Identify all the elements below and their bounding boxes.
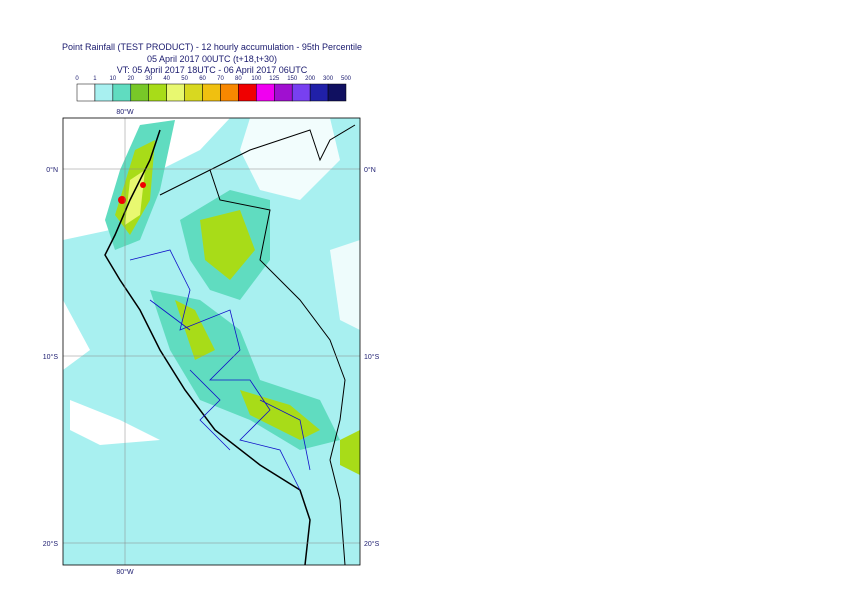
colorbar-label: 50 <box>181 76 188 82</box>
color-box <box>184 83 203 102</box>
coastline <box>104 129 311 565</box>
colorbar-label: 100 <box>251 76 262 82</box>
lat-label: 20°S <box>364 540 380 548</box>
valid-time: VT: 05 April 2017 18UTC - 06 April 2017 … <box>117 65 308 75</box>
colorbar-label: 30 <box>145 76 152 82</box>
rain-area <box>175 210 320 440</box>
color-box <box>148 83 167 102</box>
color-box <box>327 83 347 102</box>
color-box <box>220 83 239 102</box>
colorbar-label: 20 <box>127 76 134 82</box>
colorbar-label: 0 <box>75 76 79 82</box>
rain-area <box>340 430 360 475</box>
colorbar-label: 40 <box>163 76 170 82</box>
color-box <box>76 83 96 102</box>
border <box>209 124 356 565</box>
dry-area <box>63 300 160 445</box>
color-box <box>256 83 275 102</box>
rain-area <box>125 170 145 225</box>
colorbar-label: 70 <box>217 76 224 82</box>
colorbar-label: 125 <box>269 76 280 82</box>
border <box>159 169 346 461</box>
rain-peak <box>140 182 146 188</box>
color-box <box>112 83 132 102</box>
colorbar-label: 200 <box>305 76 316 82</box>
lat-label: 10°S <box>364 353 380 361</box>
colorbar-label: 10 <box>110 76 117 82</box>
colorbar: 0 1 10 20 30 40 50 60 70 80 100 125 150 200 300 500 <box>75 76 352 102</box>
lat-label: 0°N <box>364 166 376 174</box>
colorbar-label: 300 <box>323 76 334 82</box>
colorbar-label: 500 <box>341 76 352 82</box>
title: Point Rainfall (TEST PRODUCT) - 12 hourl… <box>62 42 362 52</box>
color-box <box>166 83 185 102</box>
color-box <box>291 83 311 102</box>
regions <box>129 249 311 491</box>
colorbar-label: 1 <box>93 76 97 82</box>
color-box <box>130 83 149 102</box>
subtitle: 05 April 2017 00UTC (t+18,t+30) <box>147 54 277 64</box>
color-box <box>309 83 329 102</box>
dry-area <box>240 118 340 200</box>
rain-peak <box>118 196 126 204</box>
map: 80°W 80°W 0°N 0°N 10°S 10°S 20°S 20°S <box>43 108 380 576</box>
lat-label: 10°S <box>43 353 59 361</box>
color-box <box>274 83 293 102</box>
colorbar-label: 60 <box>199 76 206 82</box>
color-box <box>238 83 257 102</box>
colorbar-label: 80 <box>235 76 242 82</box>
lat-label: 0°N <box>46 166 58 174</box>
lon-label: 80°W <box>116 108 134 116</box>
color-box <box>94 83 114 102</box>
lon-label: 80°W <box>116 568 134 576</box>
lat-label: 20°S <box>43 540 59 548</box>
colorbar-label: 150 <box>287 76 298 82</box>
dry-area <box>330 240 360 330</box>
map-frame <box>62 117 361 566</box>
color-box <box>202 83 221 102</box>
